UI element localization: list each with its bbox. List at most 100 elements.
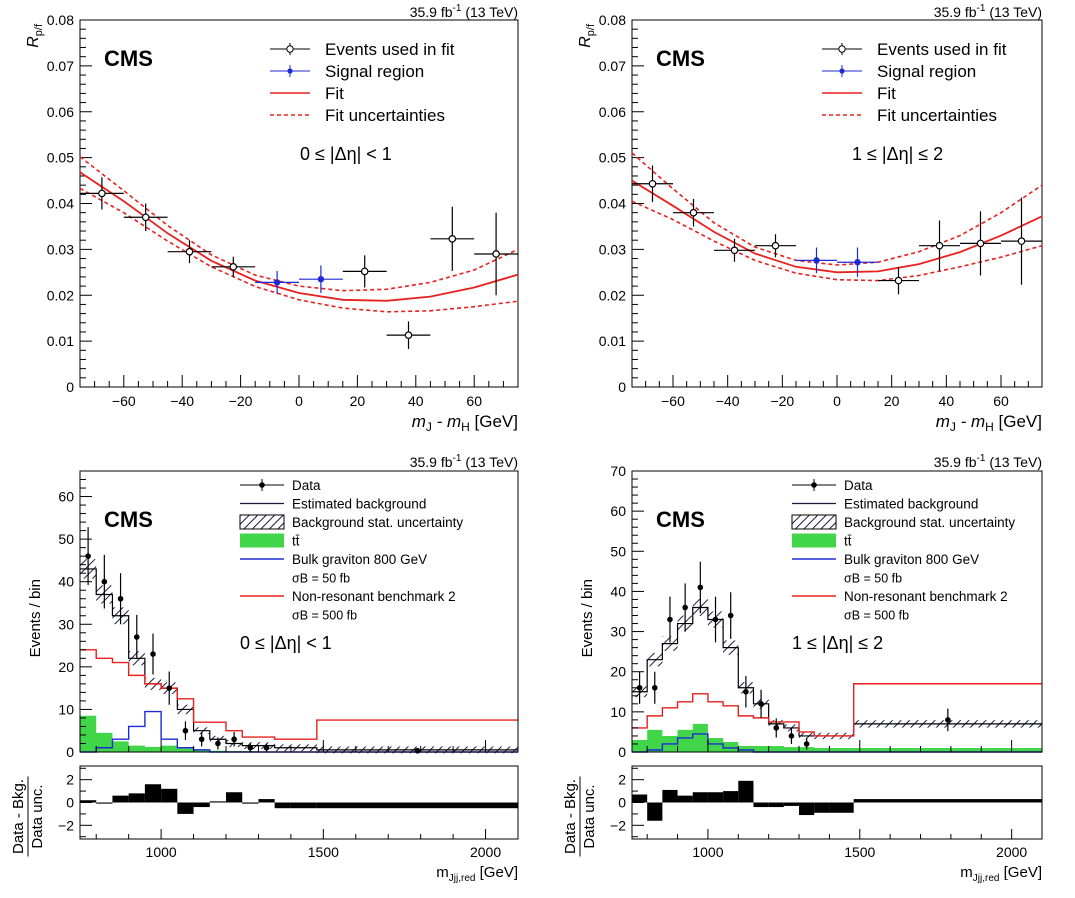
legend-label: Background stat. uncertainty [844, 515, 1015, 530]
data-point [247, 744, 254, 751]
ratio-bar [768, 802, 784, 808]
legend-label: Non-resonant benchmark 2 [844, 589, 1008, 604]
lumi-value: 35.9 fb [934, 454, 977, 470]
ratio-bar [242, 802, 259, 804]
ratio-bar [193, 802, 210, 808]
y-tick-label: 0 [618, 744, 626, 760]
ratio-bar [316, 802, 518, 809]
data-point [150, 651, 156, 657]
lumi-exponent: -1 [453, 453, 462, 464]
legend-marker [259, 482, 265, 488]
data-point [117, 595, 124, 602]
legend-marker [287, 68, 293, 74]
lumi-exponent: -1 [453, 3, 462, 14]
x-axis-unit: [GeV] [994, 412, 1042, 431]
x-tick-label: −40 [716, 393, 740, 409]
data-point [788, 733, 795, 739]
y-tick-label: 0.07 [599, 58, 626, 74]
y-tick-label: 0.04 [599, 196, 626, 212]
legend-label: Events used in fit [877, 40, 1007, 59]
ratio-bar [738, 780, 754, 803]
data-point [636, 684, 643, 691]
fit-event-point [1017, 237, 1026, 245]
lumi-label: 35.9 fb-1 (13 TeV) [934, 3, 1042, 20]
lumi-label: 35.9 fb-1 (13 TeV) [934, 453, 1042, 470]
ratio-bar [632, 794, 648, 803]
region-label: 0 ≤ |Δη| < 1 [300, 144, 392, 164]
ratio-bar [96, 802, 113, 804]
y-tick-label: 70 [610, 463, 626, 479]
fit-uncertainty-down [631, 200, 1043, 282]
experiment-label: CMS [656, 46, 705, 71]
data-point [215, 740, 221, 747]
ratio-bar [853, 799, 1042, 803]
fit-event-point [935, 241, 944, 250]
data-point [651, 684, 658, 691]
y-tick-label: 0.02 [599, 287, 626, 303]
ratio-bar [112, 795, 129, 803]
legend-box [240, 533, 284, 548]
region-label: 1 ≤ |Δη| ≤ 2 [792, 633, 883, 653]
ratio-y-tick-label: 0 [66, 795, 74, 811]
data-point [133, 634, 140, 640]
ratio-y-title-denominator: Data unc. [29, 784, 46, 848]
fit-event-point [229, 263, 238, 271]
y-tick-label: 0.08 [599, 12, 626, 28]
region-label: 0 ≤ |Δη| < 1 [240, 633, 332, 653]
legend-box [239, 514, 285, 530]
x-tick-label: 0 [295, 393, 303, 409]
ratio-bar [723, 791, 739, 803]
y-tick-label: 10 [610, 704, 626, 720]
data-point [182, 727, 189, 734]
y-axis-subscript: p/f [585, 23, 597, 36]
ratio-y-title-numerator: Data - Bkg. [562, 779, 579, 854]
ratio-bar [707, 792, 724, 803]
ratio-bar [783, 802, 800, 806]
data-point [945, 717, 951, 723]
x-axis-subscript: H [461, 420, 470, 434]
y-tick-label: 0 [66, 744, 74, 760]
fit-event-point [648, 179, 657, 188]
y-tick-label: 0.07 [47, 58, 74, 74]
signal-region-point [273, 279, 281, 286]
legend-label: σB = 50 fb [844, 572, 902, 586]
y-tick-label: 40 [58, 574, 74, 590]
fit-event-point [404, 331, 413, 339]
ratio-y-tick-label: −2 [58, 817, 74, 833]
ratio-y-tick-label: −2 [610, 817, 626, 833]
y-axis-symbol: R [25, 36, 42, 48]
y-tick-label: 0.03 [599, 241, 626, 257]
data-point [773, 725, 780, 731]
ratio-bar [753, 802, 769, 808]
x-tick-label: 20 [350, 393, 366, 409]
legend-marker [839, 68, 845, 74]
fit-curve [79, 171, 519, 302]
legend-label: tt̄ [844, 534, 852, 549]
y-tick-label: 10 [58, 701, 74, 717]
y-tick-label: 0.03 [47, 241, 74, 257]
ratio-bar [829, 802, 854, 813]
y-tick-label: 0.06 [47, 104, 74, 120]
nonresonant-histogram [632, 683, 1042, 737]
y-axis-subscript: p/f [33, 23, 45, 36]
legend-label: σB = 500 fb [292, 609, 357, 623]
fit-uncertainty-down [79, 187, 519, 313]
ttbar-histogram [632, 723, 1042, 752]
y-tick-label: 30 [610, 624, 626, 640]
ratio-bar [80, 800, 97, 803]
legend-box [791, 514, 837, 530]
plot-frame [631, 470, 1043, 753]
y-tick-label: 20 [58, 659, 74, 675]
legend-label: Signal region [877, 62, 976, 81]
legend-label: Fit [325, 84, 344, 103]
legend-label: Background stat. uncertainty [292, 515, 463, 530]
y-axis-title: Rp/f [577, 23, 597, 48]
energy-label: (13 TeV) [985, 4, 1042, 20]
data-point [85, 553, 91, 559]
legend-label: Fit uncertainties [325, 106, 445, 125]
lumi-value: 35.9 fb [410, 454, 453, 470]
x-tick-label: −60 [112, 393, 136, 409]
legend-label: Data [292, 478, 321, 493]
signal-region-point [813, 257, 820, 264]
ratio-y-title-numerator: Data - Bkg. [10, 779, 27, 854]
